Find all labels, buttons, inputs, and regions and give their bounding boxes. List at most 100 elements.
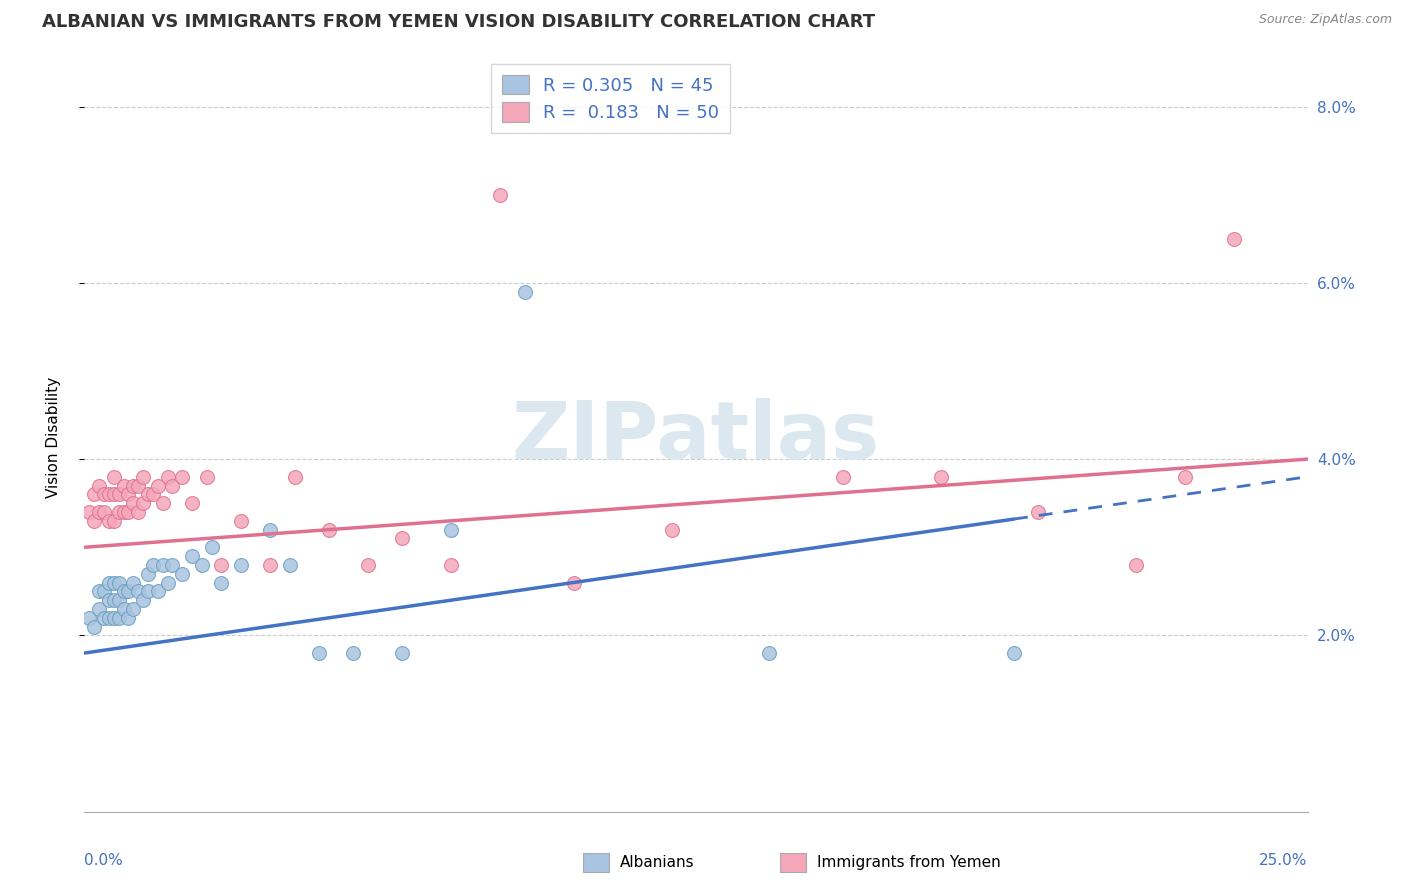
Point	[112, 584, 135, 599]
Point	[440, 558, 463, 572]
Point	[127, 478, 149, 492]
FancyBboxPatch shape	[780, 853, 806, 872]
Point	[127, 584, 149, 599]
Point	[103, 514, 125, 528]
FancyBboxPatch shape	[583, 853, 609, 872]
Point	[87, 505, 110, 519]
Point	[97, 593, 120, 607]
Point	[195, 469, 218, 483]
Point	[77, 611, 100, 625]
Point	[103, 575, 125, 590]
Point	[122, 602, 145, 616]
Point	[87, 602, 110, 616]
Point	[136, 584, 159, 599]
Point	[357, 558, 380, 572]
Point	[107, 505, 129, 519]
Point	[146, 584, 169, 599]
Point	[136, 487, 159, 501]
Point	[1125, 558, 1147, 572]
Point	[259, 558, 281, 572]
Point	[77, 505, 100, 519]
Point	[156, 575, 179, 590]
Point	[87, 584, 110, 599]
Point	[1002, 646, 1025, 660]
Point	[107, 575, 129, 590]
Point	[156, 469, 179, 483]
Text: 25.0%: 25.0%	[1260, 853, 1308, 868]
Text: 0.0%: 0.0%	[84, 853, 124, 868]
Point	[318, 523, 340, 537]
Point	[284, 469, 307, 483]
Point	[83, 619, 105, 633]
Point	[146, 478, 169, 492]
Point	[831, 469, 853, 483]
Point	[87, 478, 110, 492]
Point	[127, 505, 149, 519]
Point	[200, 541, 222, 555]
Point	[391, 646, 413, 660]
Point	[122, 575, 145, 590]
Point	[112, 505, 135, 519]
Text: Immigrants from Yemen: Immigrants from Yemen	[817, 855, 1001, 870]
Point	[97, 575, 120, 590]
Point	[112, 478, 135, 492]
Text: ZIPatlas: ZIPatlas	[512, 398, 880, 476]
Point	[191, 558, 214, 572]
Legend: R = 0.305   N = 45, R =  0.183   N = 50: R = 0.305 N = 45, R = 0.183 N = 50	[491, 64, 730, 133]
Point	[929, 469, 952, 483]
Point	[142, 487, 165, 501]
Point	[1223, 232, 1246, 246]
Point	[152, 496, 174, 510]
Point	[97, 611, 120, 625]
Point	[132, 469, 155, 483]
Point	[342, 646, 364, 660]
Point	[93, 487, 115, 501]
Point	[172, 566, 194, 581]
Point	[259, 523, 281, 537]
Point	[117, 487, 139, 501]
Point	[513, 285, 536, 299]
Point	[181, 496, 204, 510]
Point	[117, 505, 139, 519]
Point	[562, 575, 585, 590]
Point	[489, 187, 512, 202]
Point	[162, 478, 184, 492]
Point	[162, 558, 184, 572]
Point	[93, 584, 115, 599]
Point	[107, 611, 129, 625]
Point	[142, 558, 165, 572]
Point	[122, 478, 145, 492]
Point	[103, 593, 125, 607]
Point	[209, 558, 232, 572]
Point	[117, 611, 139, 625]
Point	[93, 505, 115, 519]
Point	[278, 558, 301, 572]
Text: Source: ZipAtlas.com: Source: ZipAtlas.com	[1258, 13, 1392, 27]
Point	[107, 593, 129, 607]
Text: ALBANIAN VS IMMIGRANTS FROM YEMEN VISION DISABILITY CORRELATION CHART: ALBANIAN VS IMMIGRANTS FROM YEMEN VISION…	[42, 13, 876, 31]
Point	[132, 593, 155, 607]
Point	[112, 602, 135, 616]
Point	[181, 549, 204, 563]
Point	[758, 646, 780, 660]
Point	[132, 496, 155, 510]
Text: Albanians: Albanians	[620, 855, 695, 870]
Point	[209, 575, 232, 590]
Point	[83, 487, 105, 501]
Point	[229, 558, 252, 572]
Point	[103, 487, 125, 501]
Point	[1174, 469, 1197, 483]
Point	[391, 532, 413, 546]
Point	[440, 523, 463, 537]
Point	[136, 566, 159, 581]
Point	[308, 646, 330, 660]
Point	[83, 514, 105, 528]
Point	[122, 496, 145, 510]
Point	[97, 487, 120, 501]
Point	[117, 584, 139, 599]
Point	[103, 469, 125, 483]
Point	[97, 514, 120, 528]
Point	[103, 611, 125, 625]
Y-axis label: Vision Disability: Vision Disability	[46, 376, 60, 498]
Point	[172, 469, 194, 483]
